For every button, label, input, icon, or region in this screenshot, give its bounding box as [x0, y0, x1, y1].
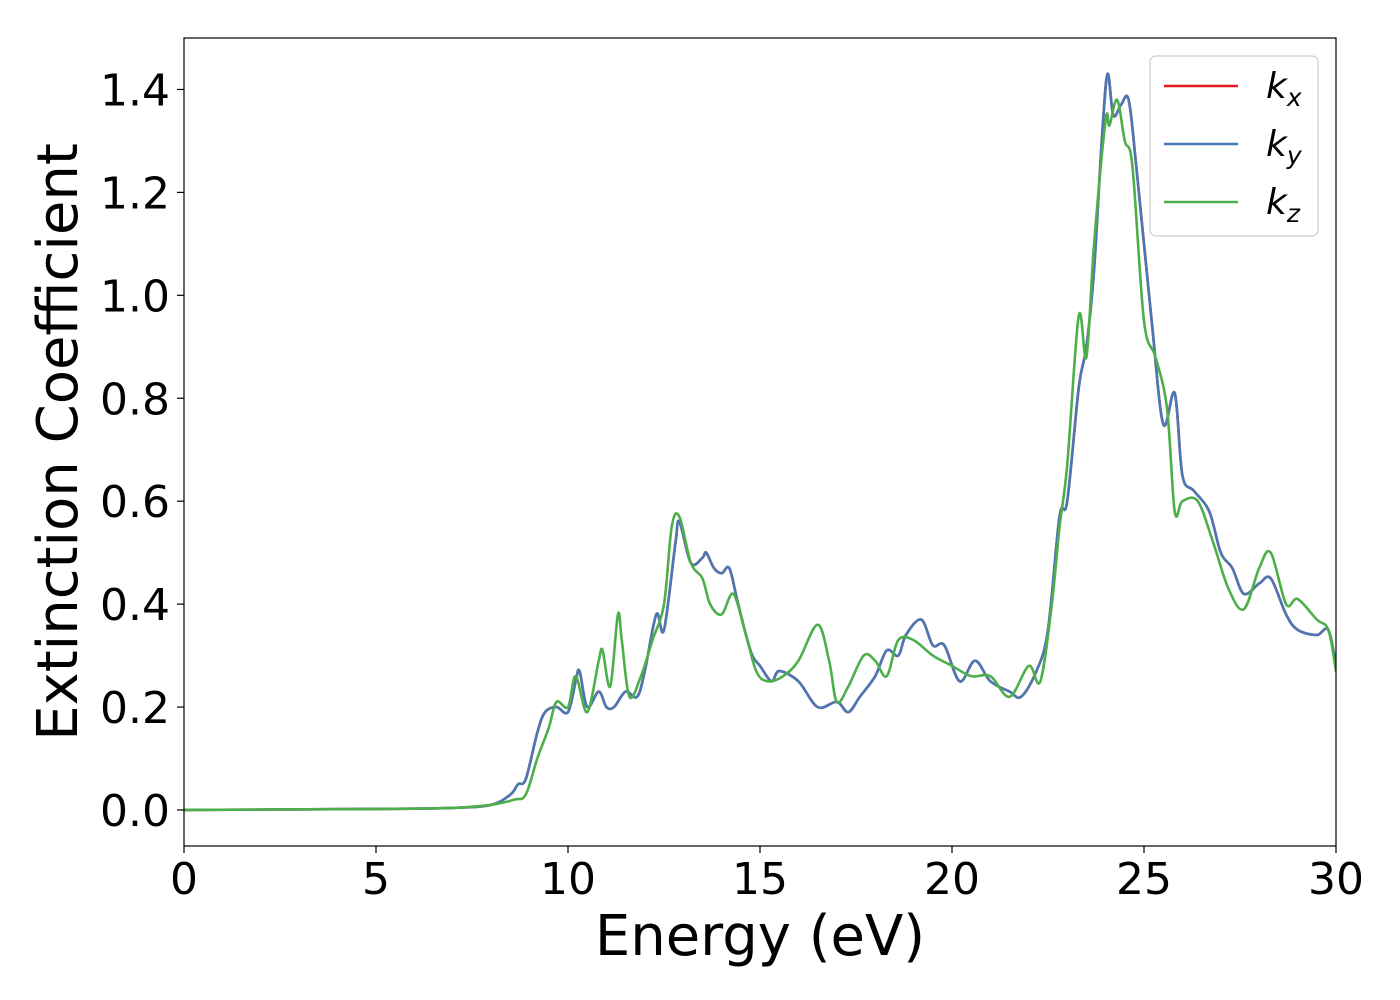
x-tick-label: 15 — [732, 854, 788, 905]
y-tick-label: 0.0 — [100, 786, 170, 837]
y-tick-label: 0.2 — [100, 683, 170, 734]
y-tick-label: 0.6 — [100, 477, 170, 528]
series-line-kz — [184, 98, 1336, 812]
x-tick-label: 5 — [362, 854, 390, 905]
x-axis: 0 5 10 15 20 25 30 — [170, 846, 1364, 905]
y-tick-label: 1.4 — [100, 65, 170, 116]
y-tick-label: 1.2 — [100, 168, 170, 219]
y-tick-label: 0.4 — [100, 580, 170, 631]
legend-label-kx: kx — [1266, 66, 1302, 112]
x-axis-label: Energy (eV) — [595, 904, 925, 969]
x-tick-label: 0 — [170, 854, 198, 905]
y-tick-label: 0.8 — [100, 374, 170, 425]
legend-label-kz: kz — [1266, 182, 1301, 228]
y-axis-label: Extinction Coefficient — [26, 143, 91, 741]
legend-label-ky: ky — [1266, 124, 1303, 170]
legend-box — [1149, 55, 1319, 237]
y-tick-label: 1.0 — [100, 271, 170, 322]
x-tick-label: 20 — [924, 854, 980, 905]
y-axis: 0.0 0.2 0.4 0.6 0.8 1.0 1.2 1.4 — [100, 65, 184, 837]
series-layer — [184, 72, 1336, 812]
x-tick-label: 30 — [1308, 854, 1364, 905]
x-tick-label: 10 — [540, 854, 596, 905]
legend: kx ky kz — [1149, 55, 1319, 237]
x-tick-label: 25 — [1116, 854, 1172, 905]
